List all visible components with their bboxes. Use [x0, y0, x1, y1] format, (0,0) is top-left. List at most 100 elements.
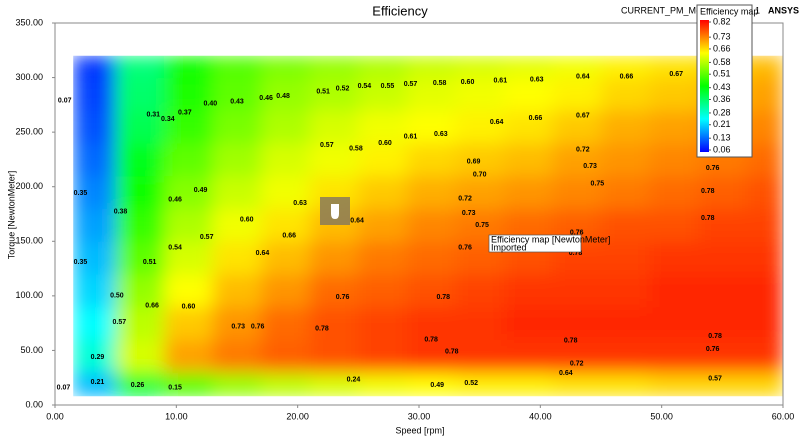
heatmap-cell	[746, 208, 783, 242]
contour-label: 0.61	[493, 78, 507, 85]
contour-label: 0.75	[475, 222, 489, 229]
contour-label: 0.73	[462, 210, 476, 217]
heatmap-cell	[406, 372, 456, 397]
heatmap-cell	[212, 274, 262, 308]
heatmap-cell	[406, 143, 456, 177]
heatmap-cell	[552, 77, 602, 111]
y-axis-label: Torque [NewtonMeter]	[6, 171, 16, 260]
heatmap-cell	[73, 55, 117, 79]
heatmap-cell	[358, 274, 408, 308]
heatmap-cell	[601, 175, 651, 210]
contour-label: 0.64	[576, 73, 590, 80]
heatmap-cell	[601, 274, 651, 308]
tooltip: Efficiency map [NewtonMeter] Imported	[488, 234, 610, 252]
contour-label: 0.67	[669, 71, 683, 78]
heatmap-cell	[649, 143, 699, 177]
contour-labels: 0.070.310.340.370.40 0.43 0.46 0.480.51 0.52…	[57, 71, 722, 391]
contour-label: 0.58	[433, 80, 447, 87]
heatmap-cell	[164, 339, 214, 373]
contour-label: 0.38	[114, 209, 128, 216]
heatmap-cell	[164, 274, 214, 308]
colorbar-tick-label: 0.28	[713, 107, 731, 117]
heatmap-cell	[649, 110, 699, 144]
contour-label: 0.75	[591, 180, 605, 187]
heatmap-cell	[212, 372, 262, 397]
heatmap-cell	[73, 175, 117, 210]
heatmap-cell	[746, 110, 783, 144]
heatmap-cell	[115, 208, 165, 242]
x-tick-label: 50.00	[650, 411, 673, 421]
heatmap-cell	[601, 241, 651, 275]
heatmap-cell	[552, 143, 602, 177]
contour-label: 0.70	[473, 172, 487, 179]
heatmap-cell	[503, 306, 553, 341]
heatmap-cell	[73, 306, 117, 341]
x-tick-label: 10.00	[165, 411, 188, 421]
heatmap-cell	[455, 274, 505, 308]
contour-label: 0.43	[230, 98, 244, 105]
colorbar-tick-label: 0.36	[713, 94, 731, 104]
heatmap-cell	[164, 208, 214, 242]
heatmap-cell	[746, 143, 783, 177]
x-tick-label: 40.00	[529, 411, 552, 421]
heatmap-cell	[746, 77, 783, 111]
heatmap-cell	[406, 339, 456, 373]
contour-label: 0.78	[436, 294, 450, 301]
contour-label: 0.73	[583, 163, 597, 170]
heatmap-cell	[309, 306, 359, 341]
contour-label: 0.64	[256, 250, 270, 257]
heatmap	[73, 55, 783, 397]
heatmap-cell	[309, 274, 359, 308]
contour-label: 0.26	[131, 382, 145, 389]
x-tick-label: 30.00	[408, 411, 431, 421]
heatmap-cell	[212, 110, 262, 144]
heatmap-cell	[698, 274, 748, 308]
heatmap-cell	[601, 339, 651, 373]
heatmap-cell	[73, 143, 117, 177]
heatmap-cell	[261, 339, 311, 373]
heatmap-cell	[358, 208, 408, 242]
contour-label: 0.60	[378, 140, 392, 147]
heatmap-cell	[164, 55, 214, 79]
heatmap-cell	[698, 175, 748, 210]
contour-label: 0.35	[74, 190, 88, 197]
contour-label: 0.78	[564, 337, 578, 344]
contour-label: 0.60	[461, 79, 475, 86]
heatmap-cell	[406, 274, 456, 308]
contour-label: 0.57	[200, 234, 214, 241]
contour-label: 0.49	[194, 187, 208, 194]
heatmap-cell	[503, 55, 553, 79]
heatmap-cell	[115, 175, 165, 210]
heatmap-cell	[746, 175, 783, 210]
heatmap-cell	[406, 241, 456, 275]
heatmap-cell	[455, 306, 505, 341]
heatmap-cell	[406, 55, 456, 79]
contour-label: 0.76	[458, 245, 472, 252]
heatmap-cell	[406, 175, 456, 210]
heatmap-cell	[261, 306, 311, 341]
contour-label: 0.72	[576, 146, 590, 153]
heatmap-cell	[503, 175, 553, 210]
heatmap-cell	[73, 274, 117, 308]
contour-label: 0.60	[240, 216, 254, 223]
colorbar-tick-label: 0.82	[713, 16, 731, 26]
colorbar-scale	[700, 20, 709, 152]
heatmap-cell	[115, 372, 165, 397]
contour-label: 0.76	[570, 229, 584, 236]
heatmap-cell	[552, 339, 602, 373]
contour-label: 0.48	[276, 93, 290, 100]
heatmap-cell	[358, 77, 408, 111]
contour-label: 0.76	[706, 346, 720, 353]
contour-label: 0.60	[182, 304, 196, 311]
heatmap-cell	[309, 55, 359, 79]
chart-title: Efficiency	[372, 3, 428, 18]
colorbar-title: Efficiency map	[700, 6, 758, 16]
heatmap-cell	[309, 143, 359, 177]
heatmap-cell	[601, 208, 651, 242]
colorbar-tick-label: 0.51	[713, 69, 731, 79]
heatmap-cell	[164, 143, 214, 177]
heatmap-cell	[115, 110, 165, 144]
heatmap-cell	[503, 274, 553, 308]
y-tick-label: 100.00	[15, 290, 43, 300]
heatmap-cell	[455, 339, 505, 373]
